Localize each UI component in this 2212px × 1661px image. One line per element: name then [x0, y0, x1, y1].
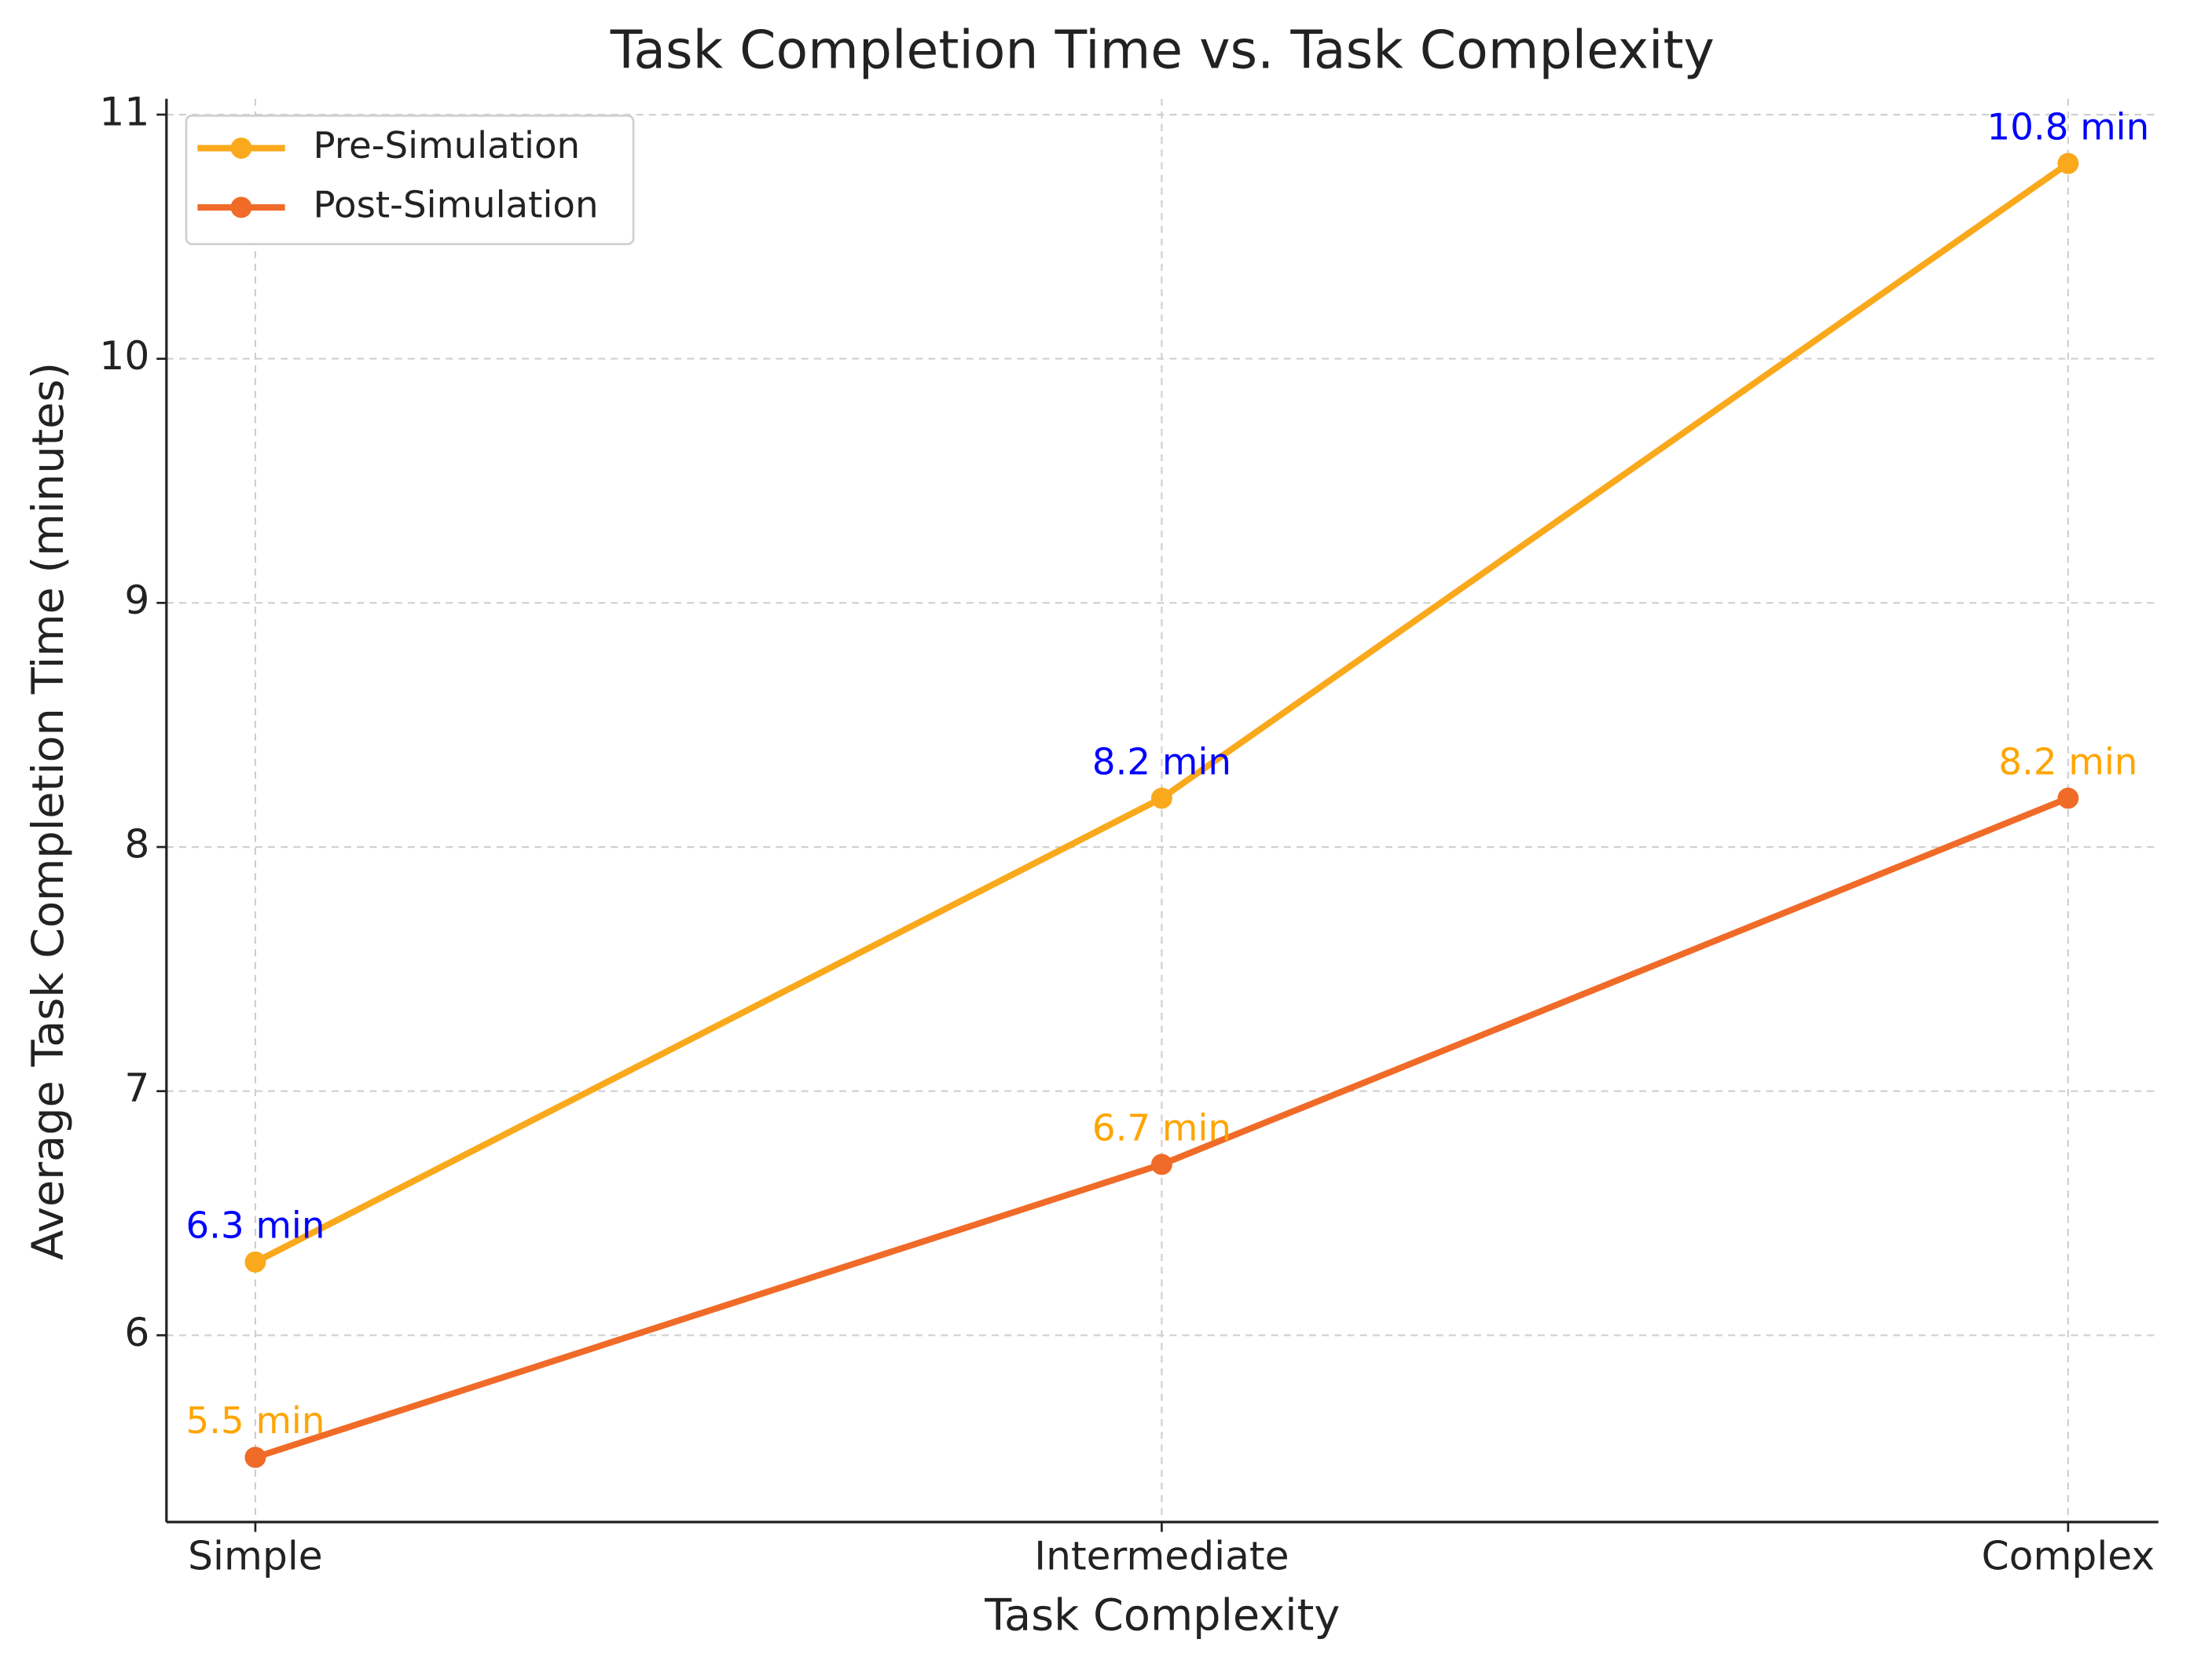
legend-box	[185, 114, 635, 245]
x-tick-label: Simple	[188, 1532, 323, 1578]
data-label: 10.8 min	[1987, 106, 2150, 148]
data-point	[244, 1446, 266, 1468]
y-tick-label: 10	[99, 332, 149, 379]
data-point	[1150, 1153, 1172, 1175]
legend-label: Pre-Simulation	[314, 125, 581, 167]
x-axis-label: Task Complexity	[984, 1590, 1340, 1641]
legend-marker	[230, 196, 252, 218]
data-label: 8.2 min	[1998, 741, 2137, 783]
data-point	[2057, 787, 2079, 809]
data-label: 6.3 min	[185, 1205, 325, 1248]
data-label: 5.5 min	[185, 1400, 325, 1443]
data-point	[2057, 152, 2079, 174]
chart-title: Task Completion Time vs. Task Complexity	[610, 19, 1715, 80]
legend-label: Post-Simulation	[314, 184, 599, 226]
y-tick-label: 11	[99, 88, 149, 134]
legend-marker	[230, 138, 252, 159]
y-tick-label: 7	[124, 1065, 149, 1111]
data-label: 6.7 min	[1092, 1107, 1231, 1150]
y-tick-label: 8	[124, 821, 149, 867]
x-tick-label: Intermediate	[1034, 1532, 1289, 1578]
y-axis-label: Average Task Completion Time (minutes)	[23, 362, 74, 1260]
x-tick-label: Complex	[1982, 1532, 2155, 1578]
data-point	[244, 1251, 266, 1273]
data-point	[1150, 787, 1172, 809]
data-label: 8.2 min	[1092, 741, 1231, 783]
y-tick-label: 9	[124, 577, 149, 623]
y-tick-label: 6	[124, 1309, 149, 1355]
